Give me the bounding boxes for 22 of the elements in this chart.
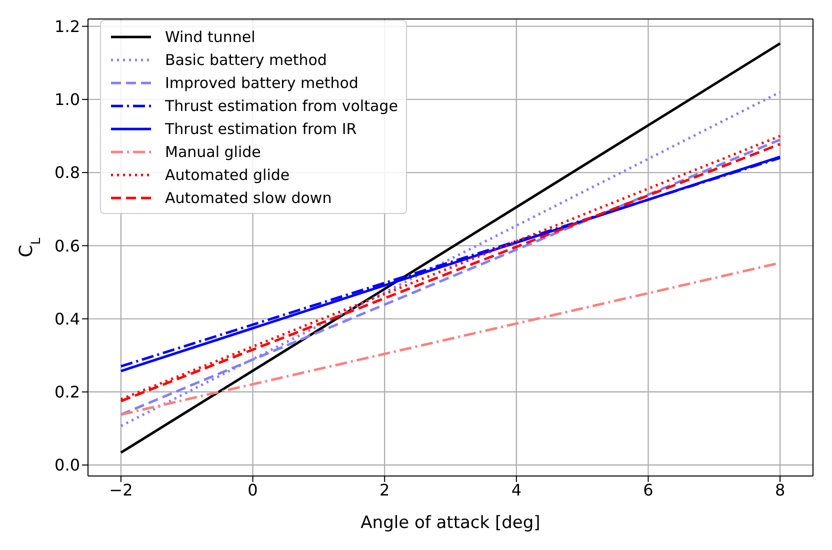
y-tick-label: 0.2 <box>54 382 80 402</box>
legend-label: Automated slow down <box>165 188 332 206</box>
x-tick-label: 6 <box>643 480 654 500</box>
legend-label: Improved battery method <box>165 74 358 92</box>
x-tick-label: −2 <box>109 480 133 500</box>
legend-label: Thrust estimation from IR <box>165 120 357 138</box>
legend-label: Wind tunnel <box>165 28 256 46</box>
x-tick-label: 8 <box>774 480 786 500</box>
x-tick-label: 4 <box>511 480 522 500</box>
y-tick-label: 0.0 <box>54 456 80 475</box>
legend-label: Basic battery method <box>165 50 327 68</box>
legend-label: Automated glide <box>165 166 290 184</box>
y-tick-label: 0.8 <box>54 163 80 182</box>
y-tick-label: 1.0 <box>54 90 80 110</box>
x-tick-label: 0 <box>248 480 258 500</box>
legend-label: Manual glide <box>165 142 261 160</box>
y-tick-label: 0.6 <box>54 236 80 256</box>
x-axis-title: Angle of attack [deg] <box>360 513 540 533</box>
legend-label: Thrust estimation from voltage <box>165 96 398 114</box>
y-tick-label: 1.2 <box>54 16 80 36</box>
y-tick-label: 0.4 <box>54 309 80 328</box>
x-tick-label: 2 <box>379 480 390 500</box>
